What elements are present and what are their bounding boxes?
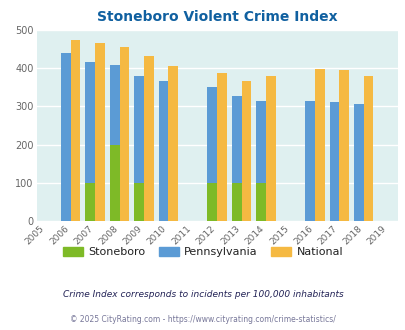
Text: © 2025 CityRating.com - https://www.cityrating.com/crime-statistics/: © 2025 CityRating.com - https://www.city… [70,315,335,324]
Bar [109,145,119,221]
Bar [95,43,104,221]
Bar [314,69,324,221]
Bar [85,62,95,221]
Bar [231,183,241,221]
Bar [158,82,168,221]
Bar [353,104,363,221]
Bar [304,101,314,221]
Bar [119,47,129,221]
Bar [329,102,339,221]
Bar [144,56,153,221]
Bar [363,76,373,221]
Bar [207,87,217,221]
Legend: Stoneboro, Pennsylvania, National: Stoneboro, Pennsylvania, National [58,242,347,262]
Bar [70,40,80,221]
Bar [265,76,275,221]
Bar [207,183,217,221]
Bar [231,96,241,221]
Bar [134,183,144,221]
Bar [256,183,265,221]
Bar [256,101,265,221]
Bar [134,76,144,221]
Text: Crime Index corresponds to incidents per 100,000 inhabitants: Crime Index corresponds to incidents per… [62,290,343,299]
Bar [339,70,348,221]
Bar [61,53,70,221]
Bar [241,81,251,221]
Bar [85,183,95,221]
Bar [109,65,119,221]
Title: Stoneboro Violent Crime Index: Stoneboro Violent Crime Index [97,10,337,24]
Bar [168,66,178,221]
Bar [217,73,226,221]
